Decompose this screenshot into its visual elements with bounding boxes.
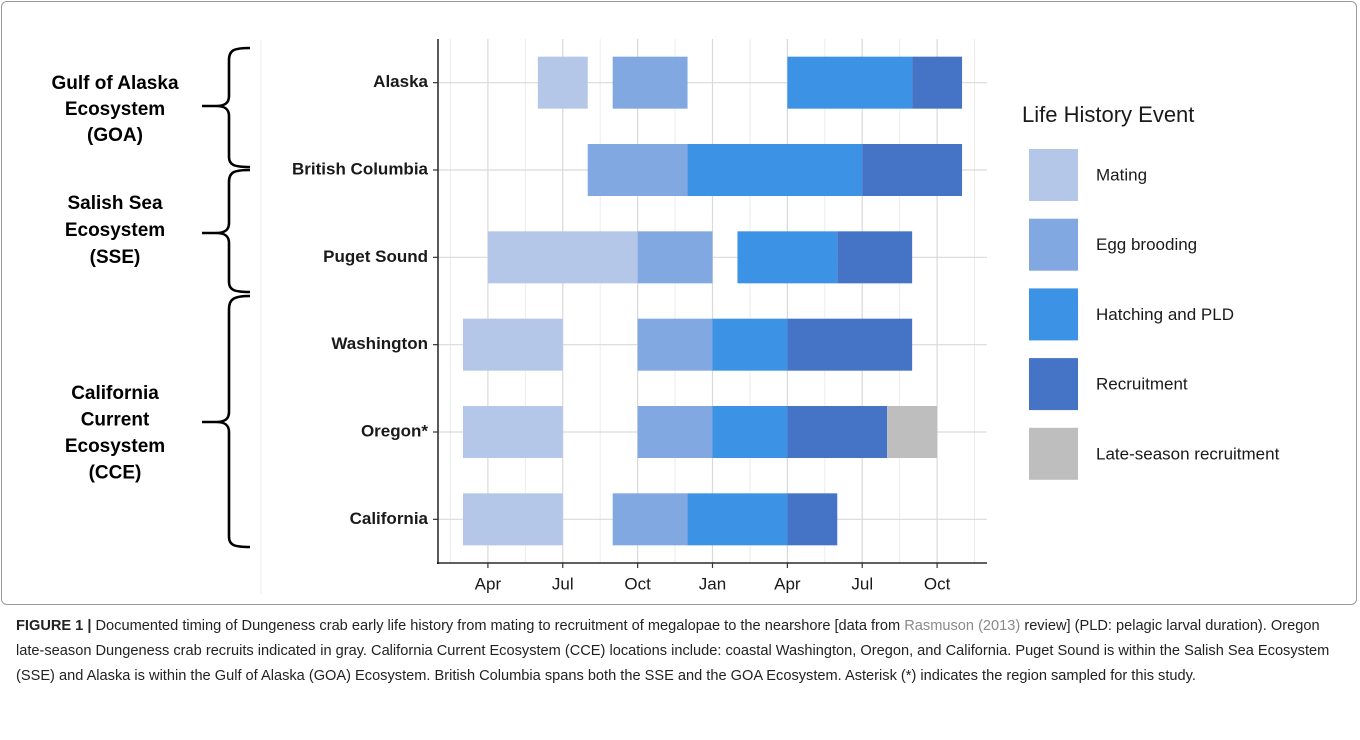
brace-sse — [202, 168, 251, 294]
bar — [787, 56, 913, 109]
bar — [687, 493, 788, 546]
bar — [787, 493, 838, 546]
x-tick-label: Oct — [624, 574, 651, 593]
bar — [587, 144, 688, 196]
bar — [712, 406, 788, 458]
caption-text: review] (PLD: pelagic larval duration). … — [16, 618, 1330, 684]
legend-swatch — [1029, 427, 1078, 480]
bar — [687, 144, 863, 196]
legend-swatch — [1029, 288, 1078, 341]
group-label: Gulf of Alaska — [51, 73, 178, 94]
chart: Alaska British Columbia Puget Sound Washing… — [51, 39, 1280, 594]
braces — [202, 46, 251, 549]
legend-title: Life History Event — [1022, 102, 1194, 127]
x-tick-label: Oct — [924, 574, 951, 593]
legend-label: Hatching and PLD — [1096, 305, 1234, 324]
x-tick-label: Jan — [699, 574, 726, 593]
bar — [787, 318, 913, 371]
group-label: (SSE) — [90, 247, 141, 268]
brace-cce — [202, 294, 251, 549]
bar — [862, 144, 963, 196]
bar — [712, 318, 788, 371]
y-tick-label: Washington — [331, 334, 428, 353]
bar — [637, 318, 713, 371]
x-tick-label: Apr — [475, 574, 502, 593]
legend-swatch — [1029, 218, 1078, 271]
bar — [487, 231, 638, 284]
legend-swatch — [1029, 149, 1078, 201]
group-label: (GOA) — [87, 125, 143, 146]
y-tick-label: Alaska — [373, 72, 428, 91]
x-tick-label: Apr — [774, 574, 801, 593]
bar — [462, 406, 563, 458]
legend-swatch — [1029, 358, 1078, 411]
legend-label: Recruitment — [1096, 375, 1188, 394]
bar — [612, 493, 688, 546]
bar — [737, 231, 838, 284]
bar — [787, 406, 888, 458]
y-tick-label: Oregon* — [361, 421, 428, 440]
bar — [887, 406, 938, 458]
group-label: Ecosystem — [65, 436, 165, 457]
y-tick-label: Puget Sound — [323, 247, 428, 266]
citation-link[interactable]: Rasmuson (2013) — [904, 618, 1021, 634]
group-label: Current — [81, 410, 150, 431]
y-tick-label: British Columbia — [292, 159, 429, 178]
group-label: Salish Sea — [67, 193, 162, 214]
bar — [912, 56, 963, 109]
bar — [837, 231, 913, 284]
brace-goa — [202, 46, 251, 169]
group-label: (CCE) — [89, 463, 142, 484]
x-tick-label: Jul — [552, 574, 574, 593]
bar — [612, 56, 688, 109]
bar — [462, 493, 563, 546]
bar — [637, 231, 713, 284]
group-label: California — [71, 383, 159, 404]
caption-text: Documented timing of Dungeness crab earl… — [95, 618, 901, 634]
legend-label: Mating — [1096, 165, 1147, 184]
legend-label: Egg brooding — [1096, 235, 1197, 254]
x-tick-label: Jul — [851, 574, 873, 593]
bar — [462, 318, 563, 371]
caption-label: FIGURE 1 | — [16, 618, 92, 634]
legend-label: Late-season recruitment — [1096, 444, 1280, 463]
figure-frame: Alaska British Columbia Puget Sound Washing… — [1, 1, 1357, 605]
y-tick-label: California — [350, 509, 429, 528]
group-label: Ecosystem — [65, 99, 165, 120]
caption: FIGURE 1 | Documented timing of Dungenes… — [16, 614, 1341, 689]
bar — [637, 406, 713, 458]
group-label: Ecosystem — [65, 220, 165, 241]
bar — [537, 56, 588, 109]
